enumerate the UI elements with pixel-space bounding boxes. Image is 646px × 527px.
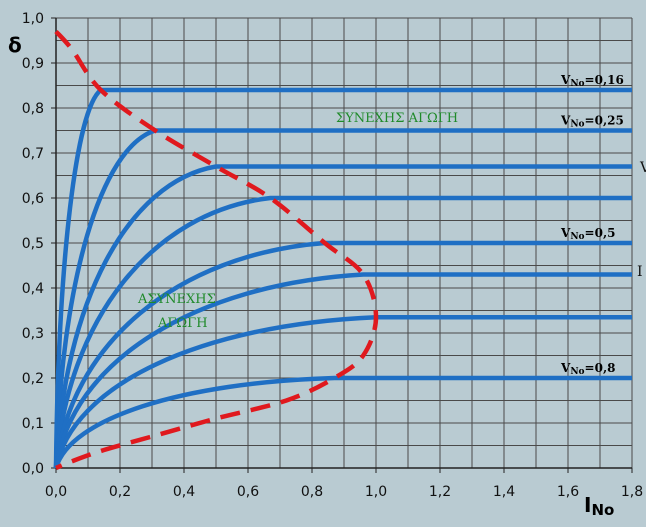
y-tick-label: 0,5	[22, 236, 44, 252]
x-tick-label: 1,6	[557, 484, 579, 500]
x-tick-label: 0,2	[109, 484, 131, 500]
y-tick-label: 0,2	[22, 371, 44, 387]
series-line-3	[53, 164, 632, 469]
x-tick-label: 0,0	[45, 484, 67, 500]
series-line-5	[53, 240, 632, 469]
x-tick-label: 0,4	[173, 484, 195, 500]
series-line-8	[53, 375, 632, 469]
x-tick-label: 1,2	[429, 484, 451, 500]
series-lines: VNo=0,16 VNo=0,25 VNo=0,5 VNo=0,8	[53, 73, 632, 469]
labels: δ INo ΣΥΝΕΧΗΣ ΑΓΩΓΗ ΑΣΥΝΕΧΗΣ ΑΓΩΓΗ V I	[8, 33, 646, 519]
region-label-continuous: ΣΥΝΕΧΗΣ ΑΓΩΓΗ	[336, 111, 458, 126]
x-tick-label: 1,8	[621, 484, 643, 500]
y-tick-label: 0,3	[22, 326, 44, 342]
x-axis-title: INo	[584, 493, 614, 519]
series-line-6	[53, 272, 632, 469]
y-tick-label: 0,8	[22, 101, 44, 117]
clipped-letter-i: I	[637, 264, 643, 280]
axes: 0,0 0,2 0,4 0,6 0,8 1,0 1,2 1,4 1,6 1,8 0,0 0,1 0,2 0…	[22, 11, 643, 500]
y-tick-label: 0,7	[22, 146, 44, 162]
boundary-dashed-line	[54, 29, 379, 471]
series-label-8: VNo=0,8	[560, 361, 615, 377]
x-tick-label: 0,6	[237, 484, 259, 500]
clipped-letter-v: V	[639, 160, 646, 176]
y-tick-label: 0,0	[22, 461, 44, 477]
x-axis-title-main: I	[584, 493, 591, 517]
boundary-curve	[54, 29, 379, 471]
series-label-1: VNo=0,16	[560, 73, 624, 89]
series-line-1	[53, 87, 632, 469]
series-label-5: VNo=0,5	[560, 226, 615, 242]
series-line-2	[53, 128, 632, 469]
series-label-2: VNo=0,25	[560, 114, 624, 130]
series-line-4	[53, 195, 632, 469]
series-line-7	[53, 315, 632, 469]
x-axis-title-sub: No	[591, 501, 614, 519]
x-tick-label: 1,0	[365, 484, 387, 500]
y-tick-label: 0,9	[22, 56, 44, 72]
y-tick-label: 0,4	[22, 281, 44, 297]
region-label-discontinuous-line1: ΑΣΥΝΕΧΗΣ	[137, 292, 216, 307]
region-label-discontinuous-line2: ΑΓΩΓΗ	[157, 316, 208, 331]
y-tick-label: 0,1	[22, 416, 44, 432]
y-axis-title: δ	[8, 33, 22, 57]
y-tick-label: 1,0	[22, 11, 44, 27]
x-tick-label: 0,8	[301, 484, 323, 500]
y-tick-label: 0,6	[22, 191, 44, 207]
x-tick-label: 1,4	[493, 484, 515, 500]
